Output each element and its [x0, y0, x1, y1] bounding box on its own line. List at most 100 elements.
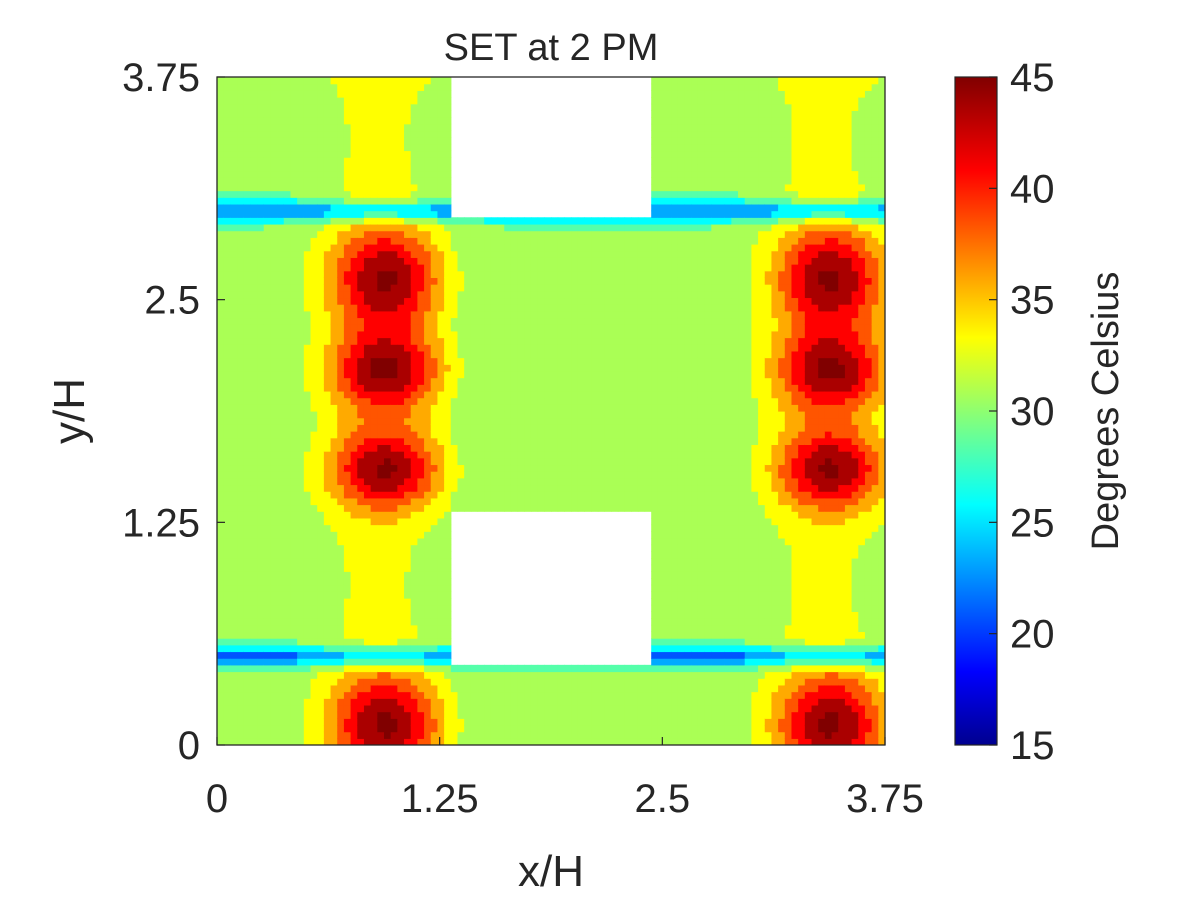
field-cell — [584, 664, 592, 673]
field-cell — [470, 718, 479, 726]
field-cell — [290, 684, 298, 693]
field-cell — [230, 257, 238, 265]
field-cell — [390, 411, 398, 419]
field-cell — [270, 244, 278, 252]
field-cell — [223, 571, 231, 579]
field-cell — [330, 591, 338, 599]
field-cell — [317, 277, 325, 285]
field-cell — [577, 704, 585, 713]
field-cell — [270, 724, 278, 733]
field-cell — [363, 464, 372, 472]
field-cell — [243, 524, 251, 532]
field-cell — [263, 390, 272, 399]
field-cell — [470, 704, 479, 713]
field-cell — [510, 404, 519, 412]
field-cell — [524, 731, 532, 739]
field-cell — [363, 678, 372, 686]
field-cell — [611, 437, 619, 445]
field-cell — [397, 244, 405, 252]
field-cell — [390, 97, 398, 105]
field-cell — [384, 711, 392, 719]
field-cell — [504, 464, 512, 472]
field-cell — [490, 684, 499, 693]
field-cell — [303, 183, 312, 192]
field-cell — [217, 130, 225, 138]
field-cell — [430, 177, 439, 185]
field-cell — [504, 711, 512, 719]
field-cell — [417, 638, 425, 646]
field-cell — [444, 370, 452, 379]
field-cell — [317, 658, 325, 666]
field-cell — [417, 290, 425, 299]
field-cell — [230, 524, 238, 532]
field-cell — [410, 357, 418, 365]
field-cell — [357, 471, 365, 479]
field-cell — [230, 684, 238, 693]
field-cell — [217, 711, 225, 719]
field-cell — [363, 664, 372, 673]
field-cell — [237, 264, 245, 272]
field-cell — [437, 330, 445, 339]
field-cell — [337, 364, 345, 372]
field-cell — [544, 364, 552, 372]
field-cell — [370, 270, 378, 278]
field-cell — [310, 297, 318, 305]
field-cell — [510, 337, 519, 345]
field-cell — [530, 350, 539, 359]
field-cell — [477, 451, 485, 459]
field-cell — [317, 678, 325, 686]
field-cell — [270, 390, 278, 399]
field-cell — [277, 551, 285, 559]
field-cell — [277, 431, 285, 439]
field-cell — [337, 724, 345, 733]
field-cell — [243, 537, 251, 546]
field-cell — [223, 531, 231, 539]
field-cell — [310, 90, 318, 98]
field-cell — [350, 203, 358, 212]
field-cell — [277, 477, 285, 486]
field-cell — [390, 390, 398, 399]
field-cell — [350, 110, 358, 118]
field-cell — [323, 310, 332, 319]
field-cell — [283, 724, 292, 733]
field-cell — [330, 664, 338, 673]
field-cell — [377, 591, 385, 599]
field-cell — [330, 197, 338, 205]
field-cell — [377, 223, 385, 232]
field-cell — [337, 223, 345, 232]
field-cell — [404, 237, 412, 245]
field-cell — [350, 304, 358, 312]
field-cell — [377, 117, 385, 125]
field-cell — [430, 511, 439, 519]
field-cell — [390, 203, 398, 212]
field-cell — [530, 223, 539, 232]
field-cell — [230, 437, 238, 445]
field-cell — [524, 297, 532, 305]
field-cell — [243, 684, 251, 693]
field-cell — [330, 157, 338, 165]
field-cell — [237, 511, 245, 519]
field-cell — [270, 110, 278, 118]
field-cell — [390, 364, 398, 372]
field-cell — [617, 671, 626, 679]
field-cell — [283, 524, 292, 532]
field-cell — [444, 404, 452, 412]
field-cell — [584, 237, 592, 245]
field-cell — [250, 264, 258, 272]
field-cell — [237, 190, 245, 198]
field-cell — [577, 297, 585, 305]
field-cell — [270, 90, 278, 98]
field-cell — [297, 424, 305, 432]
field-cell — [584, 431, 592, 439]
field-cell — [490, 344, 499, 352]
field-cell — [410, 244, 418, 252]
field-cell — [551, 411, 559, 419]
field-cell — [530, 504, 539, 512]
field-cell — [297, 524, 305, 532]
field-cell — [310, 190, 318, 198]
field-cell — [343, 290, 352, 299]
field-cell — [470, 684, 479, 693]
field-cell — [257, 624, 265, 633]
field-cell — [270, 644, 278, 653]
field-cell — [530, 497, 539, 506]
